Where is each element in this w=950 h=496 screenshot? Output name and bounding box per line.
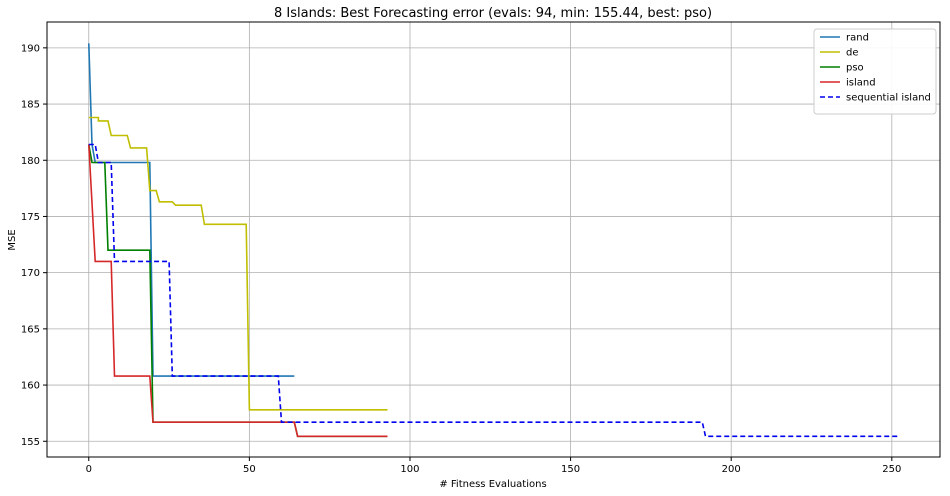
legend-box: [813, 28, 937, 115]
series-lines: [88, 43, 899, 438]
y-tick-label: 190: [21, 43, 40, 54]
series-line-sequential-island: [88, 143, 899, 438]
x-tick-label: 150: [561, 464, 580, 475]
series-line-island: [88, 144, 388, 438]
legend: rand de pso island sequential island: [813, 28, 937, 115]
series-line-de: [88, 116, 388, 411]
x-tick-label: 200: [722, 464, 741, 475]
chart-title: 8 Islands: Best Forecasting error (evals…: [274, 6, 712, 21]
x-tick-label: 0: [86, 464, 92, 475]
legend-label: rand: [846, 33, 869, 44]
legend-label: de: [846, 48, 859, 59]
axis-ticks: 0 50 100 150 200 250 155 160 165 170 175 180 185 190: [21, 43, 901, 475]
y-tick-label: 170: [21, 268, 40, 279]
y-tick-label: 180: [21, 156, 40, 167]
grid: [47, 22, 940, 457]
legend-label: island: [846, 78, 876, 89]
y-tick-label: 175: [21, 212, 40, 223]
x-tick-label: 50: [243, 464, 256, 475]
legend-label: pso: [846, 63, 864, 74]
x-tick-label: 250: [882, 464, 901, 475]
y-tick-label: 160: [21, 381, 40, 392]
y-tick-label: 155: [21, 437, 40, 448]
legend-label: sequential island: [846, 93, 931, 104]
y-axis-label: MSE: [7, 229, 18, 250]
x-axis-label: # Fitness Evaluations: [439, 479, 546, 490]
series-line-rand: [88, 43, 295, 377]
y-tick-label: 165: [21, 324, 40, 335]
y-tick-label: 185: [21, 100, 40, 111]
plot-frame: [46, 21, 941, 458]
x-tick-label: 100: [400, 464, 419, 475]
